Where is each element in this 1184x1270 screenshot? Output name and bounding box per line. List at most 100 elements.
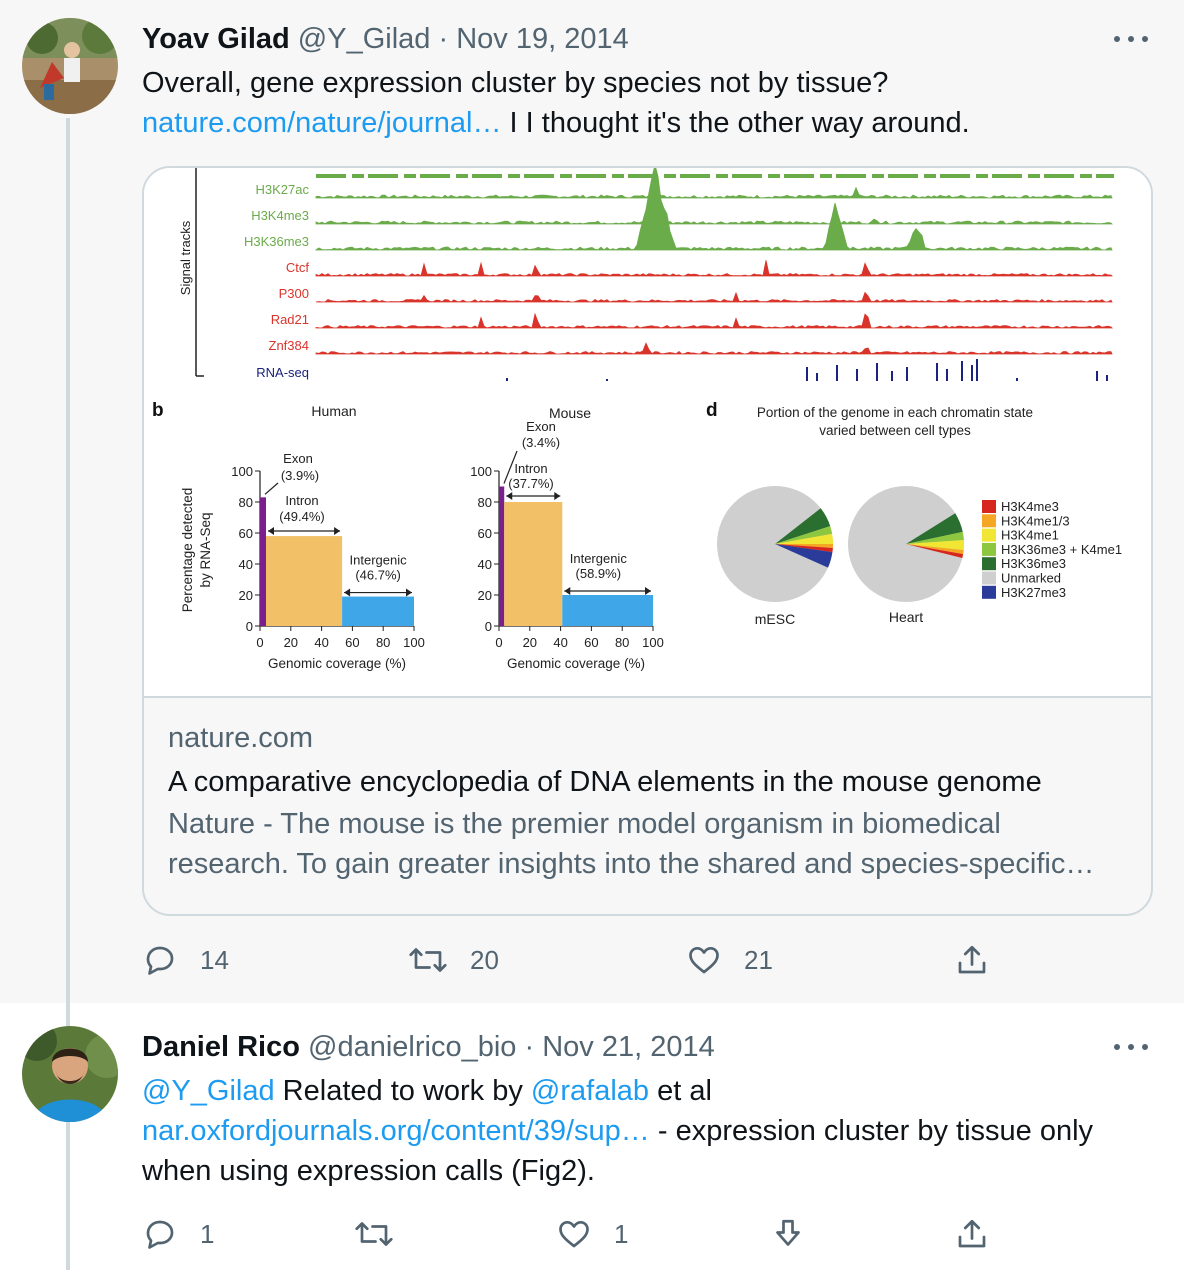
legend-label: H3K27me3: [1001, 585, 1066, 600]
pie-label-mesc: mESC: [755, 611, 795, 627]
pie-slice: [775, 533, 833, 544]
track-label: P300: [279, 286, 309, 301]
pie-slice: [775, 544, 833, 568]
x-tick-label: 20: [523, 635, 537, 650]
like-button[interactable]: 1: [556, 1209, 628, 1259]
retweet-icon: [409, 948, 447, 972]
track-label: Rad21: [271, 312, 309, 327]
like-count: 1: [614, 1218, 629, 1249]
arrow-head: [506, 492, 513, 500]
author-handle[interactable]: @danielrico_bio: [308, 1031, 517, 1063]
signal-track: [315, 342, 1113, 355]
author-name[interactable]: Yoav Gilad: [142, 23, 290, 55]
author-handle[interactable]: @Y_Gilad: [297, 23, 431, 55]
y-tick-label: 40: [478, 557, 492, 572]
tweet-text: Related to work by: [274, 1075, 531, 1107]
avatar[interactable]: [22, 18, 118, 114]
x-tick-label: 20: [284, 635, 298, 650]
card-domain: nature.com: [168, 722, 314, 754]
x-tick-label: 60: [345, 635, 359, 650]
retweet-button[interactable]: [354, 1209, 394, 1259]
legend-swatch: [982, 528, 996, 542]
pie-slice: [775, 544, 833, 553]
y-tick-label: 0: [246, 619, 253, 634]
separator: ·: [438, 23, 449, 55]
y-tick-label: 20: [478, 588, 492, 603]
bar-label-intron: Intron: [514, 461, 547, 476]
pie-heart: [848, 486, 965, 602]
arrow-head: [406, 588, 412, 597]
arrow-head: [334, 527, 341, 535]
pie-mesc: [717, 486, 834, 602]
bar-label-exon_pct: (3.9%): [281, 468, 319, 483]
tweet-link[interactable]: nature.com/nature/journal…: [142, 107, 502, 139]
rna-seq-peak: [971, 365, 973, 381]
tweet-date[interactable]: Nov 21, 2014: [542, 1031, 715, 1063]
more-options-icon[interactable]: [1114, 1037, 1148, 1057]
y-tick-label: 60: [239, 526, 253, 541]
avatar[interactable]: [22, 1026, 118, 1122]
rna-seq-peak: [976, 359, 978, 381]
mouse-title: Mouse: [549, 405, 591, 421]
bar-label-intergenic_pct: (46.7%): [355, 568, 401, 583]
author-name[interactable]: Daniel Rico: [142, 1031, 300, 1063]
rna-seq-peak: [961, 361, 963, 381]
y-tick-label: 60: [478, 526, 492, 541]
mention-rafalab[interactable]: @rafalab: [530, 1075, 650, 1107]
pie-label-heart: Heart: [889, 609, 923, 625]
retweet-count: 20: [470, 944, 499, 975]
card-image: Signal tracks H3K27ac H3K4me3 H3K36me3 Ctcf…: [144, 168, 1151, 698]
rna-seq-peak: [906, 367, 908, 381]
x-tick-label: 40: [314, 635, 328, 650]
tweet-2-actions: 1 1: [142, 1209, 1142, 1259]
more-options-icon[interactable]: [1114, 29, 1148, 49]
tweet-2[interactable]: [0, 1003, 1184, 1270]
bar-chart-mouse: 100 80 60 40 20 00 20 40 60 80 100 Genomic coverage…: [470, 419, 664, 671]
like-count: 21: [744, 944, 773, 975]
x-tick-label: 0: [256, 635, 263, 650]
share-button[interactable]: [954, 935, 990, 985]
bar-label-intergenic_pct: (58.9%): [576, 566, 622, 581]
signal-track: [315, 186, 1113, 199]
legend-label: H3K36me3 + K4me1: [1001, 542, 1122, 557]
signal-track: [315, 312, 1113, 329]
tweet-link[interactable]: nar.oxfordjournals.org/content/39/sup…: [142, 1115, 650, 1147]
figure-svg: Signal tracks H3K27ac H3K4me3 H3K36me3 Ctcf…: [152, 168, 1122, 671]
track-label: H3K36me3: [244, 234, 309, 249]
signal-track: [315, 291, 1113, 303]
x-axis-label: Genomic coverage (%): [268, 656, 406, 671]
reply-button[interactable]: 1: [142, 1209, 214, 1259]
track-label: RNA-seq: [256, 365, 309, 380]
mention-y-gilad[interactable]: @Y_Gilad: [142, 1075, 275, 1107]
rna-seq-peak: [806, 367, 808, 381]
human-title: Human: [311, 403, 356, 419]
separator: ·: [524, 1031, 535, 1063]
intron-bar: [504, 502, 563, 626]
reply-icon: [146, 1220, 174, 1249]
signal-track: [315, 260, 1113, 277]
bookmark-download-button[interactable]: [770, 1209, 806, 1259]
rna-seq-peak: [891, 371, 893, 381]
y-tick-label: 80: [239, 495, 253, 510]
tweet-text-rest: - expression cluster by tissue only when…: [142, 1115, 1094, 1187]
card-description: Nature - The mouse is the premier model …: [168, 808, 1095, 880]
d-title-line-1: Portion of the genome in each chromatin …: [757, 405, 1033, 420]
rna-seq-peak: [1096, 371, 1098, 381]
tweet-date[interactable]: Nov 19, 2014: [456, 23, 629, 55]
reply-button[interactable]: 14: [142, 935, 229, 985]
panel-b-label: b: [152, 400, 164, 421]
rna-seq-peak: [876, 363, 878, 381]
y-tick-label: 0: [485, 619, 492, 634]
y-tick-label: 80: [478, 495, 492, 510]
retweet-button[interactable]: 20: [408, 935, 499, 985]
pie-slice: [906, 544, 964, 558]
intron-bar: [266, 536, 343, 626]
arrow-head: [645, 587, 651, 595]
link-card[interactable]: Signal tracks H3K27ac H3K4me3 H3K36me3 Ctcf…: [142, 166, 1153, 916]
x-tick-label: 60: [584, 635, 598, 650]
share-button[interactable]: [954, 1209, 990, 1259]
like-button[interactable]: 21: [686, 935, 773, 985]
legend-label: H3K36me3: [1001, 556, 1066, 571]
bar-label-intron_pct: (49.4%): [279, 509, 325, 524]
arrow-down-icon: [776, 1219, 800, 1246]
